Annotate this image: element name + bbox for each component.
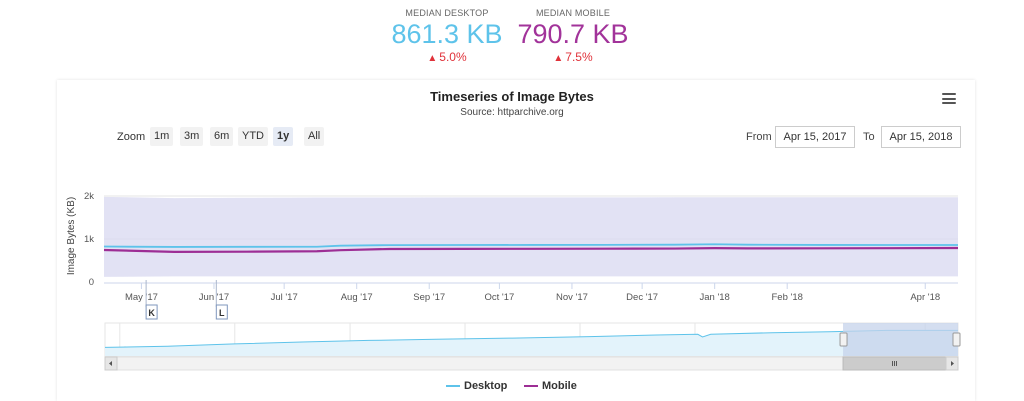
- hamburger-menu-icon[interactable]: [942, 93, 956, 104]
- from-date-input[interactable]: Apr 15, 2017: [775, 126, 855, 148]
- chart-title: Timeseries of Image Bytes: [430, 89, 594, 104]
- y-axis-title: Image Bytes (KB): [66, 197, 77, 275]
- legend-label-mobile: Mobile: [542, 380, 577, 392]
- flag-label: K: [148, 308, 155, 318]
- legend-item-mobile[interactable]: Mobile: [524, 380, 577, 392]
- up-arrow-icon: ▲: [427, 53, 438, 64]
- median-desktop-label: MEDIAN DESKTOP: [405, 8, 489, 18]
- x-tick-label: Feb '18: [772, 292, 803, 303]
- median-desktop-value: 861.3 KB: [391, 19, 503, 49]
- navigator-line: [104, 329, 959, 348]
- navigator-right-handle[interactable]: [952, 332, 961, 347]
- x-tick-label: Apr '18: [910, 292, 940, 303]
- zoom-button-6m[interactable]: 6m: [210, 127, 234, 146]
- scroll-left-arrow-icon: [109, 361, 112, 366]
- x-tick-label: Aug '17: [341, 292, 373, 303]
- navigator-left-handle[interactable]: [839, 332, 848, 347]
- flag-label: L: [219, 308, 225, 318]
- median-mobile-label: MEDIAN MOBILE: [535, 8, 611, 18]
- legend-label-desktop: Desktop: [464, 380, 508, 392]
- scroll-right-arrow-icon: [951, 361, 954, 366]
- median-desktop-change-value: 5.0%: [439, 50, 467, 64]
- zoom-button-3m[interactable]: 3m: [180, 127, 204, 146]
- y-tick-label: 0: [89, 277, 94, 288]
- range-band-area: [104, 196, 958, 277]
- zoom-button-ytd[interactable]: YTD: [238, 127, 268, 146]
- mobile-swatch: [524, 385, 538, 388]
- x-tick-label: Jun '17: [199, 292, 229, 303]
- x-tick-label: Sep '17: [413, 292, 445, 303]
- desktop-swatch: [446, 385, 460, 388]
- x-tick-label: Oct '17: [485, 292, 515, 303]
- median-desktop-metric: MEDIAN DESKTOP 861.3 KB ▲ 5.0%: [382, 8, 512, 64]
- navigator-area: [105, 330, 958, 356]
- zoom-button-all[interactable]: All: [304, 127, 325, 146]
- median-desktop-change: ▲ 5.0%: [382, 50, 512, 64]
- x-tick-label: Jul '17: [271, 292, 298, 303]
- x-tick-label: Dec '17: [626, 292, 658, 303]
- zoom-button-1y[interactable]: 1y: [273, 127, 294, 146]
- x-tick-label: Nov '17: [556, 292, 588, 303]
- x-tick-label: Jan '18: [699, 292, 729, 303]
- legend-item-desktop[interactable]: Desktop: [446, 380, 507, 392]
- zoom-button-1m[interactable]: 1m: [150, 127, 174, 146]
- from-label: From: [746, 131, 772, 143]
- to-date-input[interactable]: Apr 15, 2018: [881, 126, 961, 148]
- y-tick-label: 1k: [84, 234, 94, 245]
- scrollbar-track[interactable]: [104, 356, 959, 371]
- flag-marker-k[interactable]: [145, 304, 158, 320]
- median-mobile-metric: MEDIAN MOBILE 790.7 KB ▲ 7.5%: [508, 8, 638, 64]
- x-tick-label: May '17: [125, 292, 158, 303]
- zoom-label: Zoom: [117, 131, 146, 143]
- y-tick-label: 2k: [84, 191, 94, 202]
- chart-subtitle: Source: httparchive.org: [460, 107, 564, 118]
- flag-marker-l[interactable]: [215, 304, 228, 320]
- navigator-selection[interactable]: [843, 323, 958, 356]
- to-label: To: [863, 131, 875, 143]
- up-arrow-icon: ▲: [553, 53, 564, 64]
- median-mobile-change-value: 7.5%: [565, 50, 593, 64]
- median-mobile-value: 790.7 KB: [517, 19, 629, 49]
- median-mobile-change: ▲ 7.5%: [508, 50, 638, 64]
